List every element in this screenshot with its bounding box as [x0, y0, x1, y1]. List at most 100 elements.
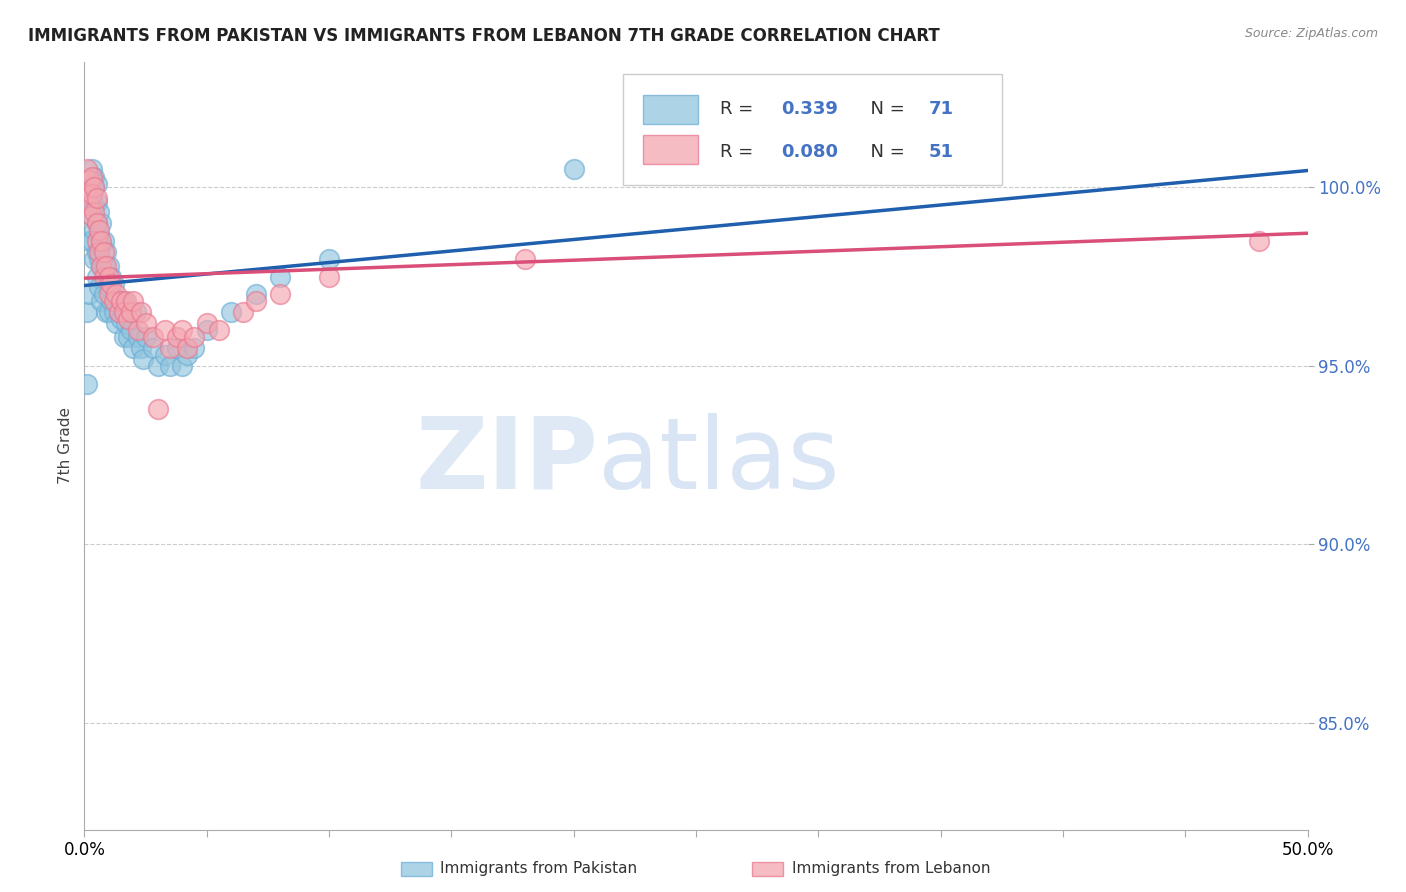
Point [112, 330, 135, 344]
Point [83, 169, 105, 184]
Point [208, 323, 231, 337]
Point [80, 173, 103, 187]
Text: atlas: atlas [598, 413, 839, 510]
Point [513, 252, 536, 266]
Point [83, 223, 105, 237]
Point [135, 316, 157, 330]
Point [129, 341, 152, 355]
Point [87, 252, 110, 266]
Point [76, 162, 98, 177]
Point [1247, 234, 1270, 248]
Point [159, 341, 181, 355]
Point [83, 205, 105, 219]
Point [80, 162, 103, 177]
Text: R =: R = [720, 100, 759, 119]
Text: 0.339: 0.339 [782, 100, 838, 119]
Point [80, 187, 103, 202]
Point [166, 330, 188, 344]
Point [80, 209, 103, 223]
Point [219, 305, 242, 319]
Point [146, 401, 169, 416]
Point [86, 244, 108, 259]
Point [93, 244, 115, 259]
Point [183, 341, 205, 355]
Point [120, 305, 142, 319]
Point [93, 234, 115, 248]
Point [87, 205, 110, 219]
Point [86, 191, 108, 205]
Bar [644, 136, 699, 164]
Bar [644, 95, 699, 124]
Point [103, 305, 125, 319]
Point [87, 227, 110, 241]
Point [83, 180, 105, 194]
Y-axis label: 7th Grade: 7th Grade [58, 408, 73, 484]
Point [86, 269, 108, 284]
Point [80, 209, 103, 223]
Point [83, 180, 105, 194]
Point [122, 294, 145, 309]
Point [758, 127, 780, 141]
Point [93, 259, 115, 273]
Point [87, 280, 110, 294]
Point [77, 198, 100, 212]
Text: Immigrants from Pakistan: Immigrants from Pakistan [440, 862, 637, 876]
Point [115, 316, 138, 330]
Point [120, 323, 142, 337]
Point [245, 287, 267, 301]
Text: Immigrants from Lebanon: Immigrants from Lebanon [792, 862, 990, 876]
Point [166, 341, 188, 355]
Text: IMMIGRANTS FROM PAKISTAN VS IMMIGRANTS FROM LEBANON 7TH GRADE CORRELATION CHART: IMMIGRANTS FROM PAKISTAN VS IMMIGRANTS F… [28, 27, 939, 45]
Point [183, 330, 205, 344]
Point [195, 323, 218, 337]
Point [86, 216, 108, 230]
Text: N =: N = [859, 100, 910, 119]
Point [77, 198, 100, 212]
Point [142, 330, 165, 344]
Point [269, 269, 291, 284]
Point [86, 177, 108, 191]
Point [77, 234, 100, 248]
Text: ZIP: ZIP [415, 413, 598, 510]
Point [153, 323, 176, 337]
Point [90, 237, 112, 252]
Point [97, 287, 120, 301]
Point [90, 216, 112, 230]
Text: 51: 51 [928, 144, 953, 161]
Point [107, 305, 129, 319]
Point [96, 259, 118, 273]
Point [97, 280, 120, 294]
Point [103, 294, 125, 309]
Point [172, 359, 194, 373]
Point [112, 294, 135, 309]
Point [115, 294, 138, 309]
Point [87, 223, 110, 237]
Point [96, 305, 118, 319]
Point [76, 305, 98, 319]
Point [96, 244, 118, 259]
Point [112, 305, 135, 319]
Point [97, 269, 120, 284]
Point [86, 234, 108, 248]
Point [110, 312, 132, 326]
Point [929, 127, 952, 141]
Point [125, 305, 148, 319]
Point [100, 277, 122, 291]
Point [135, 330, 157, 344]
Point [100, 269, 122, 284]
Point [90, 294, 112, 309]
Point [105, 316, 128, 330]
Text: R =: R = [720, 144, 759, 161]
Text: 71: 71 [928, 100, 953, 119]
Text: N =: N = [859, 144, 910, 161]
Point [195, 316, 218, 330]
Point [232, 305, 254, 319]
Point [96, 269, 118, 284]
Point [80, 187, 103, 202]
Point [122, 341, 145, 355]
Point [153, 348, 176, 362]
Point [90, 234, 112, 248]
Point [93, 287, 115, 301]
Point [132, 351, 155, 366]
Text: 0.080: 0.080 [782, 144, 838, 161]
